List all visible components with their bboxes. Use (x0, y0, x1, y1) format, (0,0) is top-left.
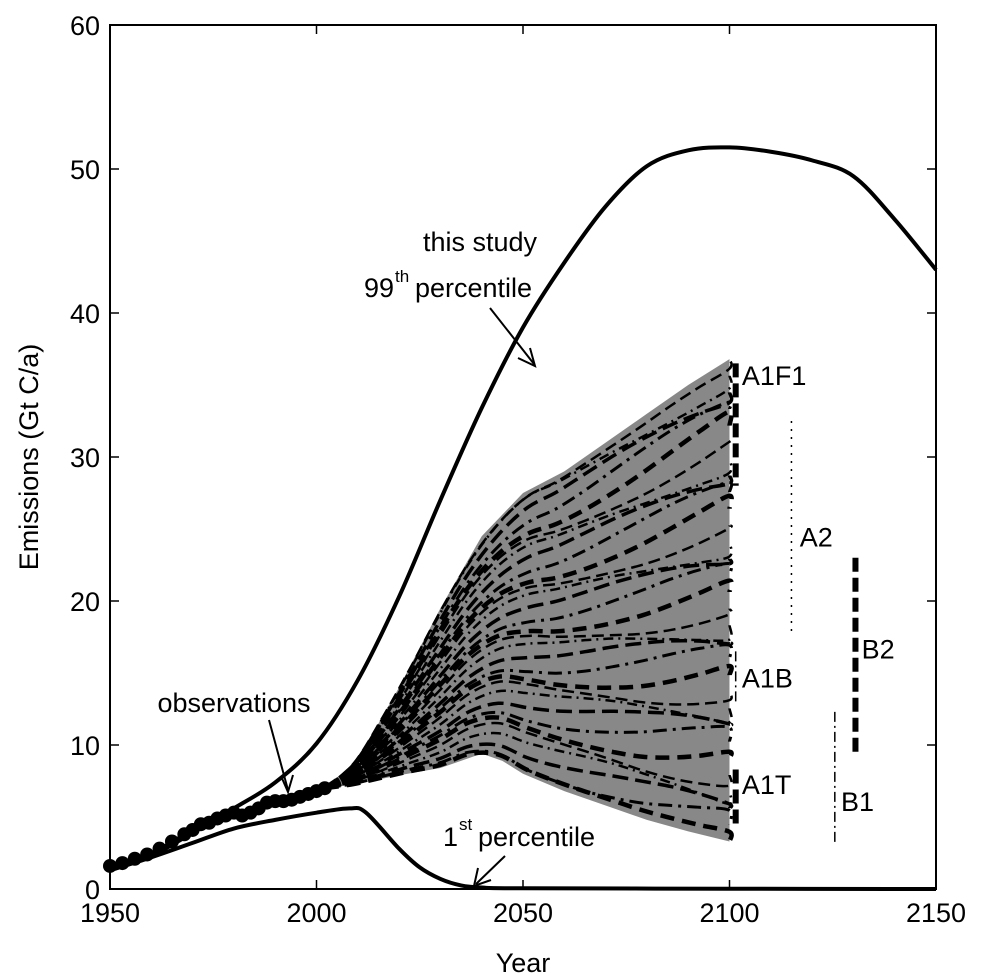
scenario-trajectory (324, 625, 733, 790)
observations-arrowhead (280, 774, 294, 795)
p99-arrow (489, 307, 535, 365)
y-tick-label: 60 (70, 11, 100, 41)
scenario-trajectory (324, 750, 734, 843)
percentile-99-line (109, 145, 938, 873)
y-tick-label: 0 (85, 875, 100, 905)
x-tick-label: 2000 (286, 898, 346, 928)
observation-point (152, 841, 167, 856)
scenario-trajectory (324, 680, 733, 790)
axis-ticks-layer: 1950 2000 2050 2100 2150 0 10 20 30 40 50 60 (70, 11, 966, 928)
p99-annotation-word: percentile (415, 273, 532, 303)
scenario-trajectory (323, 375, 733, 790)
scenario-ranges-layer: A1F1 A2 A1B B2 A1T B1 (732, 361, 895, 843)
scenario-label-a2: A2 (800, 522, 833, 552)
scenario-trajectory (324, 742, 734, 810)
y-axis-label: Emissions (Gt C/a) (14, 344, 44, 571)
scenario-trajectory (324, 541, 733, 790)
scenario-trajectory (323, 557, 734, 790)
p99-arrowhead (517, 347, 537, 368)
p1-arrow (475, 855, 506, 885)
observation-point (164, 834, 179, 849)
x-tick-label: 1950 (80, 898, 140, 928)
y-tick-label: 40 (70, 299, 100, 329)
scenario-trajectory (323, 578, 734, 791)
scenario-trajectory (323, 409, 734, 791)
p1-annotation-sup: st (459, 815, 473, 834)
scenario-trajectory (324, 731, 733, 806)
scenario-trajectory (323, 358, 733, 790)
scenario-trajectory (324, 710, 734, 790)
y-tick-label: 10 (70, 731, 100, 761)
scenario-trajectory (323, 481, 734, 790)
p1-annotation-number: 1 (443, 822, 458, 852)
scenario-trajectory (324, 643, 734, 790)
p99-annotation-line1: this study (423, 227, 538, 257)
x-tick-label: 2150 (906, 898, 966, 928)
scenario-label-a1t: A1T (742, 770, 792, 800)
observation-point (127, 851, 142, 866)
x-tick-label: 2100 (699, 898, 759, 928)
scenario-trajectory (323, 474, 734, 790)
p99-annotation-sup: th (395, 267, 409, 286)
y-tick-label: 50 (70, 155, 100, 185)
scenario-trajectory (324, 715, 734, 791)
observation-point (115, 856, 130, 871)
y-tick-label: 30 (70, 443, 100, 473)
scenario-label-a1f1: A1F1 (742, 361, 807, 391)
observation-point (140, 847, 155, 862)
scenario-label-b2: B2 (862, 635, 895, 665)
observation-point (317, 781, 332, 796)
scenario-label-b1: B1 (841, 787, 874, 817)
scenario-trajectory (324, 689, 733, 790)
scenario-label-a1b: A1B (742, 663, 793, 693)
p99-annotation-number: 99 (364, 273, 394, 303)
p1-annotation-word: percentile (478, 822, 595, 852)
scenario-trajectory (323, 663, 734, 791)
scenario-trajectory (324, 721, 733, 790)
scenario-trajectory (323, 493, 734, 791)
scenario-trajectory (323, 400, 734, 790)
y-tick-label: 20 (70, 587, 100, 617)
scenario-trajectory (323, 391, 734, 790)
x-tick-label: 2050 (493, 898, 553, 928)
x-axis-label: Year (496, 948, 551, 978)
observations-annotation: observations (157, 688, 310, 718)
p1-arrowhead (472, 867, 492, 888)
scenario-trajectory (324, 458, 733, 790)
scenario-lines-layer (323, 358, 734, 843)
observations-arrow (268, 719, 289, 791)
